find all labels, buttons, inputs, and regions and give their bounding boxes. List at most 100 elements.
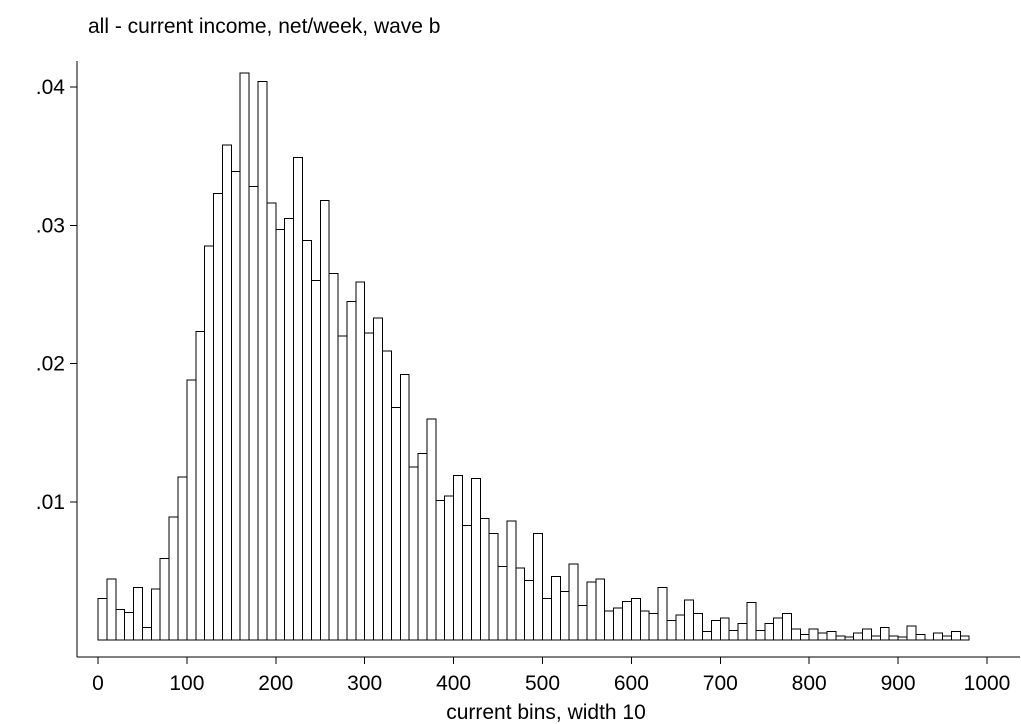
histogram-bar <box>543 599 552 640</box>
histogram-bar <box>418 453 427 640</box>
histogram-bar <box>285 218 294 640</box>
x-tick-label: 800 <box>792 672 827 695</box>
y-tick-label: .03 <box>36 214 65 237</box>
histogram-bar <box>836 636 845 640</box>
histogram-bar <box>951 632 960 640</box>
histogram-bar <box>222 145 231 640</box>
histogram-bar <box>249 187 258 640</box>
histogram-bar <box>116 610 125 640</box>
histogram-bar <box>374 318 383 640</box>
histogram-bar <box>685 600 694 640</box>
x-axis-label: current bins, width 10 <box>446 701 646 724</box>
y-tick-label: .02 <box>36 353 65 376</box>
histogram-bar <box>578 605 587 640</box>
histogram-bar <box>703 632 712 640</box>
histogram-bar <box>569 564 578 640</box>
histogram-bar <box>471 478 480 640</box>
x-axis-ticks: 0 100 200 300 400 500 600 700 800 900 1000 <box>92 657 1010 695</box>
histogram-bar <box>436 500 445 640</box>
histogram-bar <box>649 614 658 640</box>
histogram-bar <box>525 581 534 640</box>
histogram-bar <box>854 633 863 640</box>
histogram-bar <box>934 633 943 640</box>
histogram-bar <box>711 621 720 640</box>
histogram-bar <box>169 517 178 640</box>
histogram-bar <box>676 615 685 640</box>
histogram-bar <box>791 629 800 640</box>
histogram-bar <box>187 380 196 640</box>
histogram-bar <box>729 630 738 640</box>
histogram-bar <box>809 629 818 640</box>
histogram-bar <box>756 630 765 640</box>
histogram-bar <box>827 632 836 640</box>
y-axis-ticks: .01 .02 .03 .04 <box>36 76 77 514</box>
histogram-bar <box>694 614 703 640</box>
histogram-bar <box>134 587 143 640</box>
histogram-bar <box>462 525 471 640</box>
histogram-bar <box>667 621 676 640</box>
histogram-bar <box>98 599 107 640</box>
histogram-bar <box>871 636 880 640</box>
histogram-bar <box>800 634 809 640</box>
x-tick-label: 0 <box>92 672 104 695</box>
histogram-bar <box>534 534 543 640</box>
histogram-bar <box>391 408 400 640</box>
histogram-bar <box>178 477 187 640</box>
histogram-bar <box>560 592 569 640</box>
histogram-bar <box>329 274 338 640</box>
histogram-bar <box>294 158 303 640</box>
chart-title: all - current income, net/week, wave b <box>88 15 441 38</box>
histogram-bar <box>943 636 952 640</box>
histogram-bar <box>658 587 667 640</box>
histogram-bar <box>125 612 134 640</box>
histogram-bar <box>587 582 596 640</box>
histogram-bar <box>916 634 925 640</box>
histogram-bar <box>498 567 507 640</box>
histogram-bar <box>231 171 240 640</box>
histogram-bar <box>445 496 454 640</box>
histogram-bar <box>205 246 214 640</box>
histogram-bar <box>214 193 223 640</box>
histogram-bar <box>863 629 872 640</box>
histogram-bar <box>107 579 116 640</box>
histogram-bar <box>240 73 249 640</box>
histogram-bar <box>516 568 525 640</box>
histogram-bar <box>614 608 623 640</box>
x-tick-label: 500 <box>525 672 560 695</box>
histogram-bar <box>338 336 347 640</box>
histogram-bar <box>747 603 756 640</box>
histogram-bar <box>783 614 792 640</box>
histogram-bar <box>302 240 311 640</box>
histogram-bar <box>596 579 605 640</box>
histogram-bar <box>311 281 320 640</box>
histogram-bar <box>640 611 649 640</box>
histogram-bar <box>605 611 614 640</box>
histogram-bar <box>196 332 205 640</box>
histogram-bar <box>356 282 365 640</box>
histogram-bar <box>623 601 632 640</box>
histogram-bar <box>276 229 285 640</box>
bars-group <box>98 73 969 640</box>
histogram-bar <box>765 623 774 640</box>
histogram-bar <box>551 576 560 640</box>
histogram-bar <box>409 467 418 640</box>
y-tick-label: .04 <box>36 76 66 99</box>
histogram-bar <box>631 599 640 640</box>
x-tick-label: 300 <box>347 672 382 695</box>
histogram-bar <box>489 534 498 640</box>
histogram-bar <box>818 633 827 640</box>
histogram-bar <box>258 81 267 640</box>
histogram-bar <box>267 203 276 640</box>
histogram-bar <box>720 618 729 640</box>
histogram-bar <box>320 200 329 640</box>
x-tick-label: 100 <box>169 672 204 695</box>
histogram-bar <box>400 375 409 640</box>
y-tick-label: .01 <box>36 491 65 514</box>
histogram-bar <box>960 636 969 640</box>
histogram-bar <box>427 419 436 640</box>
histogram-bar <box>160 558 169 640</box>
x-tick-label: 400 <box>436 672 471 695</box>
histogram-bar <box>507 521 516 640</box>
x-tick-label: 700 <box>703 672 738 695</box>
